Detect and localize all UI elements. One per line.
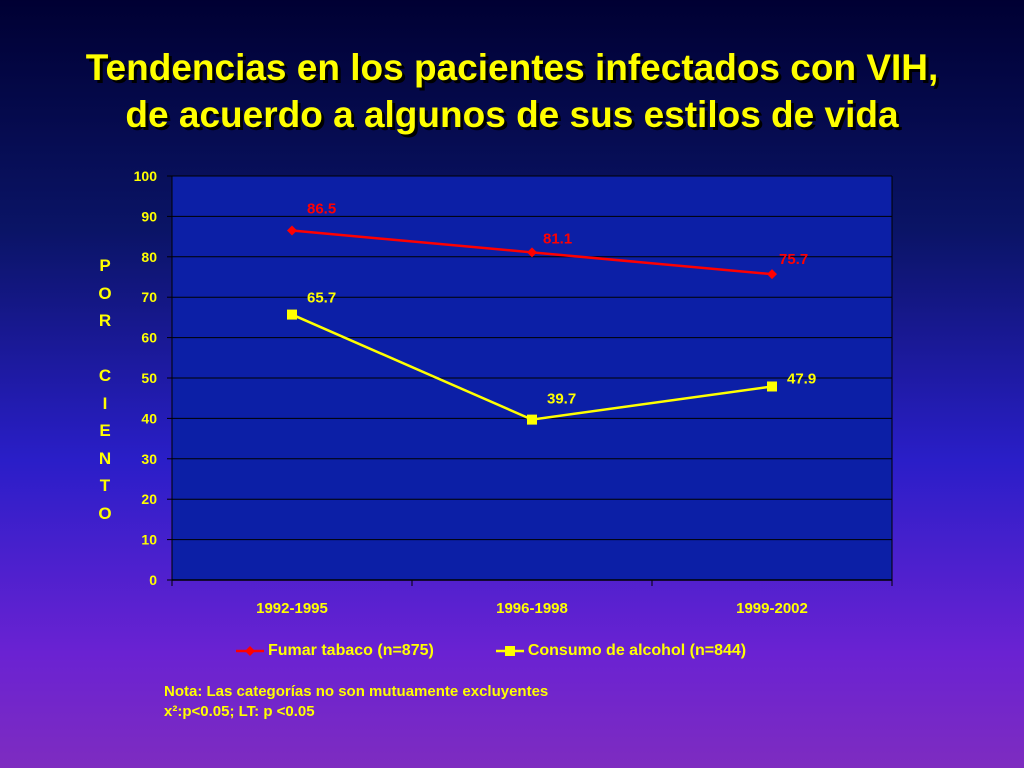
y-axis-label-letter: O [98, 503, 112, 523]
footnote-line-1: Nota: Las categorías no son mutuamente e… [164, 683, 549, 700]
data-label: 81.1 [543, 230, 572, 247]
footnote: Nota: Las categorías no son mutuamente e… [164, 682, 548, 722]
legend-label: Fumar tabaco (n=875) [268, 642, 434, 659]
data-label: 86.5 [307, 201, 336, 218]
legend-label: Consumo de alcohol (n=844) [527, 642, 747, 659]
chart-legend: Fumar tabaco (n=875) Consumo de alcohol (… [236, 640, 746, 662]
y-axis-label-letter: O [98, 283, 112, 303]
legend-item: Fumar tabaco (n=875) [236, 642, 434, 660]
y-tick-label: 90 [141, 208, 157, 224]
x-tick-label: 1992-1995 [256, 600, 328, 617]
title-line-1: Tendencias en los pacientes infectados c… [85, 47, 939, 88]
legend-swatch [236, 646, 264, 656]
slide-title: Tendencias en los pacientes infectados c… [0, 44, 1024, 138]
y-axis-label-letter: I [102, 393, 108, 413]
title-line-2: de acuerdo a algunos de sus estilos de v… [125, 94, 899, 135]
data-point-square [527, 414, 537, 425]
data-label: 65.7 [307, 290, 336, 307]
data-label: 39.7 [547, 391, 576, 408]
y-axis-label-letter: R [98, 311, 112, 330]
y-tick-label: 60 [141, 330, 157, 346]
data-point-square [287, 309, 297, 320]
y-tick-label: 80 [141, 249, 157, 265]
y-axis-label-letter: E [99, 421, 111, 440]
y-axis-label-letter: C [98, 366, 112, 385]
y-tick-label: 50 [141, 370, 157, 386]
y-axis-label-letter: T [99, 476, 111, 495]
footnote-line-2: x²:p<0.05; LT: p <0.05 [164, 703, 315, 720]
legend-item: Consumo de alcohol (n=844) [495, 642, 747, 660]
y-tick-label: 70 [141, 289, 157, 305]
y-tick-label: 10 [141, 532, 157, 548]
y-axis-label-letter: N [98, 448, 112, 468]
data-point-diamond [767, 269, 777, 280]
y-axis-label-letter [90, 335, 120, 363]
y-tick-label: 20 [141, 491, 157, 507]
legend-swatch [495, 646, 524, 656]
data-label: 47.9 [787, 370, 816, 387]
data-label: 75.7 [779, 251, 808, 268]
y-axis-label-letter: P [99, 256, 111, 275]
y-tick-label: 0 [149, 572, 157, 588]
data-point-square [767, 381, 777, 392]
y-tick-label: 100 [134, 168, 158, 184]
x-tick-label: 1996-1998 [496, 600, 568, 617]
data-point-diamond [527, 247, 537, 258]
y-tick-label: 40 [141, 410, 157, 426]
data-point-diamond [287, 225, 297, 236]
y-tick-label: 30 [141, 451, 157, 467]
x-tick-label: 1999-2002 [736, 600, 808, 617]
